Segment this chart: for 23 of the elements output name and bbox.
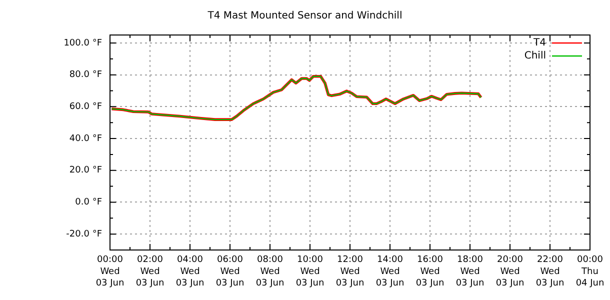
x-tick-label: 20:00 Wed 03 Jun	[496, 255, 524, 289]
x-tick-label: 10:00 Wed 03 Jun	[296, 255, 324, 289]
x-tick-label: 02:00 Wed 03 Jun	[136, 255, 164, 289]
x-tick-label: 00:00 Thu 04 Jun	[576, 255, 604, 289]
y-tick-label: 20.0 °F	[69, 166, 102, 176]
x-tick-label: 16:00 Wed 03 Jun	[416, 255, 444, 289]
x-tick-label: 04:00 Wed 03 Jun	[176, 255, 204, 289]
x-tick-label: 22:00 Wed 03 Jun	[536, 255, 564, 289]
legend-label: Chill	[524, 50, 546, 62]
text: T4	[532, 38, 546, 49]
x-tick-label: 12:00 Wed 03 Jun	[336, 255, 364, 289]
x-tick-label: 08:00 Wed 03 Jun	[256, 255, 284, 289]
x-tick-label: 00:00 Wed 03 Jun	[96, 255, 124, 289]
chart-title: T4 Mast Mounted Sensor and Windchill	[206, 10, 402, 22]
x-tick-label: 18:00 Wed 03 Jun	[456, 255, 484, 289]
y-tick-label: 100.0 °F	[64, 38, 102, 48]
y-tick-label: 80.0 °F	[69, 70, 102, 80]
y-tick-label: 40.0 °F	[69, 134, 102, 144]
x-tick-label: 06:00 Wed 03 Jun	[216, 255, 244, 289]
x-tick-label: 14:00 Wed 03 Jun	[376, 255, 404, 289]
y-tick-label: 60.0 °F	[69, 102, 102, 112]
y-tick-label: 0.0 °F	[75, 198, 102, 208]
y-tick-label: -20.0 °F	[66, 229, 102, 240]
